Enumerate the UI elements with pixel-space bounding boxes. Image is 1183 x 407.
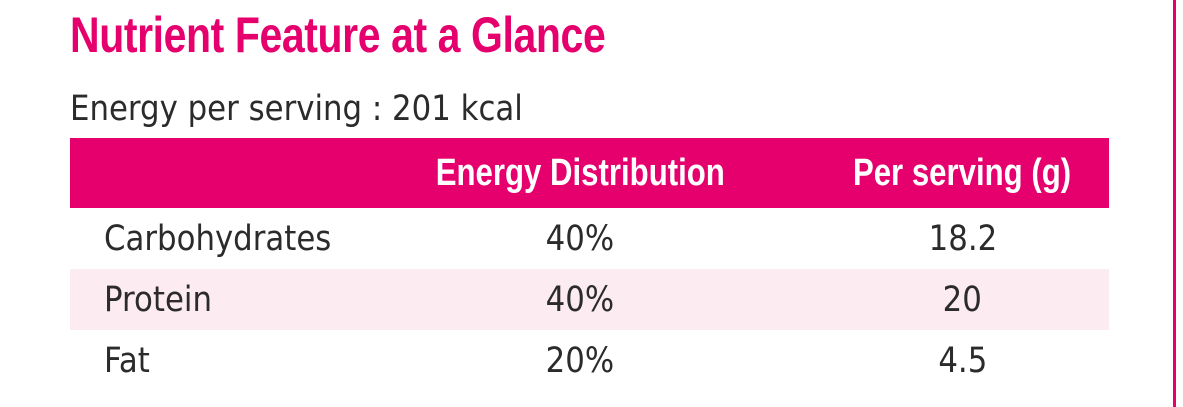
nutrient-table: Energy Distribution Per serving (g) Carb… (70, 138, 1109, 391)
per-serving-value: 20 (942, 279, 983, 320)
energy-per-serving: Energy per serving : 201 kcal (70, 89, 523, 129)
nutrient-name: Fat (104, 340, 150, 381)
header-energy-distribution: Energy Distribution (435, 151, 725, 194)
header-per-serving: Per serving (g) (853, 151, 1072, 194)
table-row: Protein 40% 20 (70, 269, 1109, 330)
table-header-row: Energy Distribution Per serving (g) (70, 138, 1109, 208)
per-serving-value: 4.5 (937, 340, 987, 381)
per-serving-value: 18.2 (928, 218, 997, 259)
nutrient-name: Protein (104, 279, 212, 320)
table-row: Fat 20% 4.5 (70, 330, 1109, 391)
energy-distribution-value: 40% (545, 279, 615, 320)
page-edge-rule (1173, 0, 1176, 407)
nutrient-name: Carbohydrates (104, 218, 332, 259)
energy-distribution-value: 40% (545, 218, 615, 259)
energy-distribution-value: 20% (545, 340, 615, 381)
page-title: Nutrient Feature at a Glance (70, 7, 606, 63)
table-row: Carbohydrates 40% 18.2 (70, 208, 1109, 269)
